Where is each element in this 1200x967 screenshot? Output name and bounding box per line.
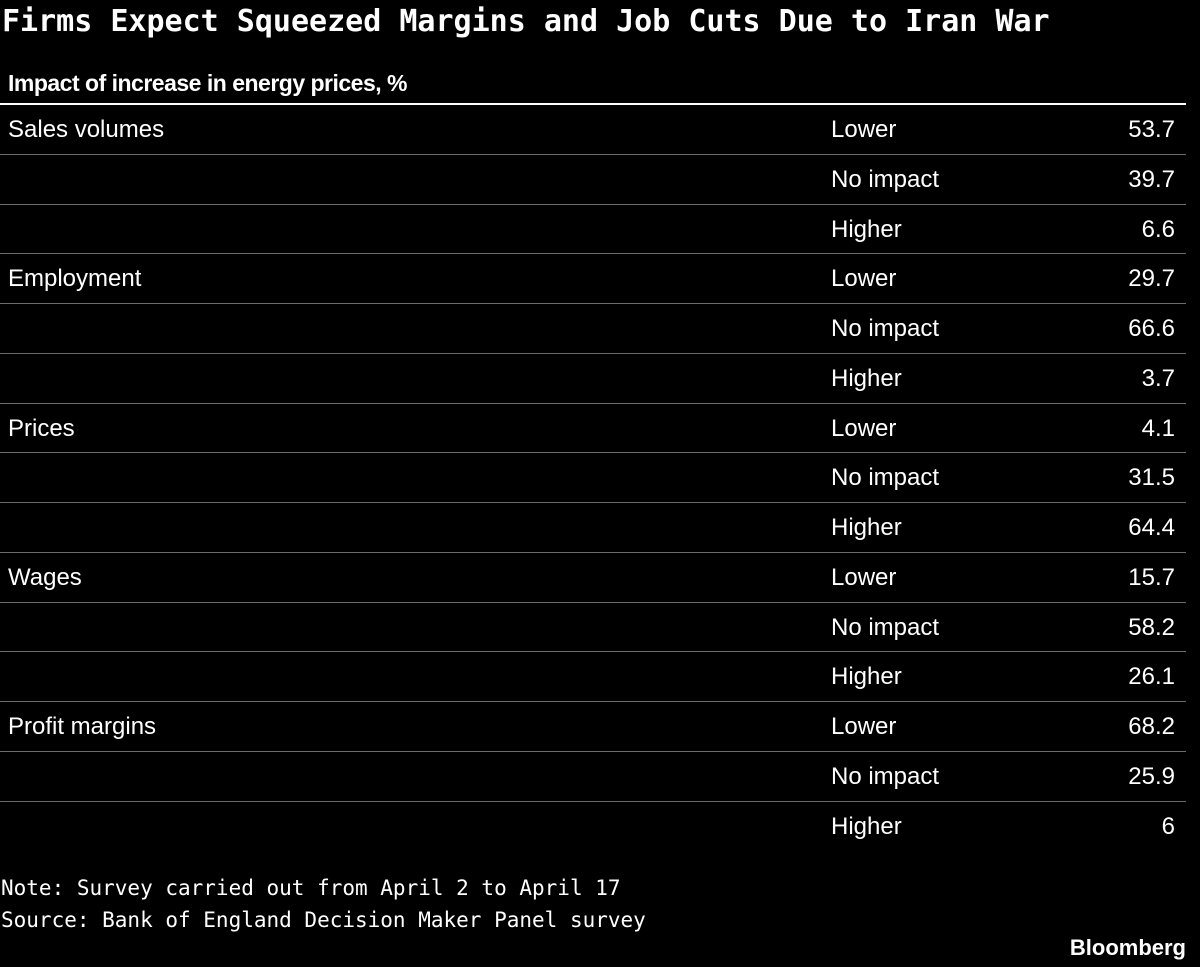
table-row: No impact 58.2 <box>0 603 1186 653</box>
row-value: 58.2 <box>1128 613 1175 641</box>
row-value: 4.1 <box>1141 414 1175 442</box>
row-category: Prices <box>8 414 75 442</box>
row-impact: No impact <box>831 613 940 641</box>
bloomberg-logo: Bloomberg <box>1069 935 1186 960</box>
chart-note: Note: Survey carried out from April 2 to… <box>1 876 621 900</box>
row-category: Wages <box>8 563 82 591</box>
row-impact: Lower <box>831 713 897 740</box>
chart-title: Firms Expect Squeezed Margins and Job Cu… <box>2 4 1050 39</box>
table-row: Sales volumes Lower 53.7 <box>0 105 1186 155</box>
row-impact: Higher <box>831 364 902 392</box>
row-impact: Higher <box>831 663 902 691</box>
data-table: Sales volumes Lower 53.7 No impact 39.7 Highe… <box>0 105 1186 851</box>
row-impact: No impact <box>831 762 940 790</box>
row-impact: Lower <box>831 116 897 143</box>
row-impact: No impact <box>831 315 940 342</box>
row-value: 26.1 <box>1128 663 1175 691</box>
row-category: Profit margins <box>8 713 157 740</box>
chart-source: Source: Bank of England Decision Maker P… <box>1 908 646 932</box>
table-row: No impact 31.5 <box>0 453 1186 503</box>
row-impact: Higher <box>831 215 902 243</box>
table-row: Profit margins Lower 68.2 <box>0 702 1186 752</box>
row-value: 6.6 <box>1141 215 1175 243</box>
table-row: No impact 25.9 <box>0 752 1186 802</box>
row-value: 25.9 <box>1128 762 1175 790</box>
row-value: 39.7 <box>1128 165 1175 193</box>
chart-subtitle: Impact of increase in energy prices, % <box>8 70 408 96</box>
table-row: No impact 39.7 <box>0 155 1186 205</box>
table-row: Prices Lower 4.1 <box>0 404 1186 454</box>
table-row: No impact 66.6 <box>0 304 1186 354</box>
table-row: Employment Lower 29.7 <box>0 254 1186 304</box>
row-impact: Lower <box>831 265 897 293</box>
table-row: Higher 6 <box>0 802 1186 852</box>
row-value: 29.7 <box>1128 265 1175 293</box>
row-value: 68.2 <box>1128 713 1175 740</box>
row-category: Employment <box>8 265 142 293</box>
row-impact: No impact <box>831 165 940 193</box>
table-row: Higher 64.4 <box>0 503 1186 553</box>
row-category: Sales volumes <box>8 116 165 143</box>
row-impact: Higher <box>831 812 902 840</box>
row-value: 15.7 <box>1128 563 1175 591</box>
row-impact: Lower <box>831 414 897 442</box>
table-row: Higher 3.7 <box>0 354 1186 404</box>
row-value: 31.5 <box>1128 464 1175 492</box>
row-value: 6 <box>1161 812 1175 840</box>
row-value: 64.4 <box>1128 514 1175 541</box>
table-row: Higher 6.6 <box>0 205 1186 255</box>
row-impact: Higher <box>831 514 902 541</box>
row-value: 3.7 <box>1141 364 1175 392</box>
table-row: Wages Lower 15.7 <box>0 553 1186 603</box>
row-impact: Lower <box>831 563 897 591</box>
table-row: Higher 26.1 <box>0 652 1186 702</box>
row-value: 66.6 <box>1128 315 1175 342</box>
row-value: 53.7 <box>1128 116 1175 143</box>
header-divider <box>0 103 1186 105</box>
row-impact: No impact <box>831 464 940 492</box>
